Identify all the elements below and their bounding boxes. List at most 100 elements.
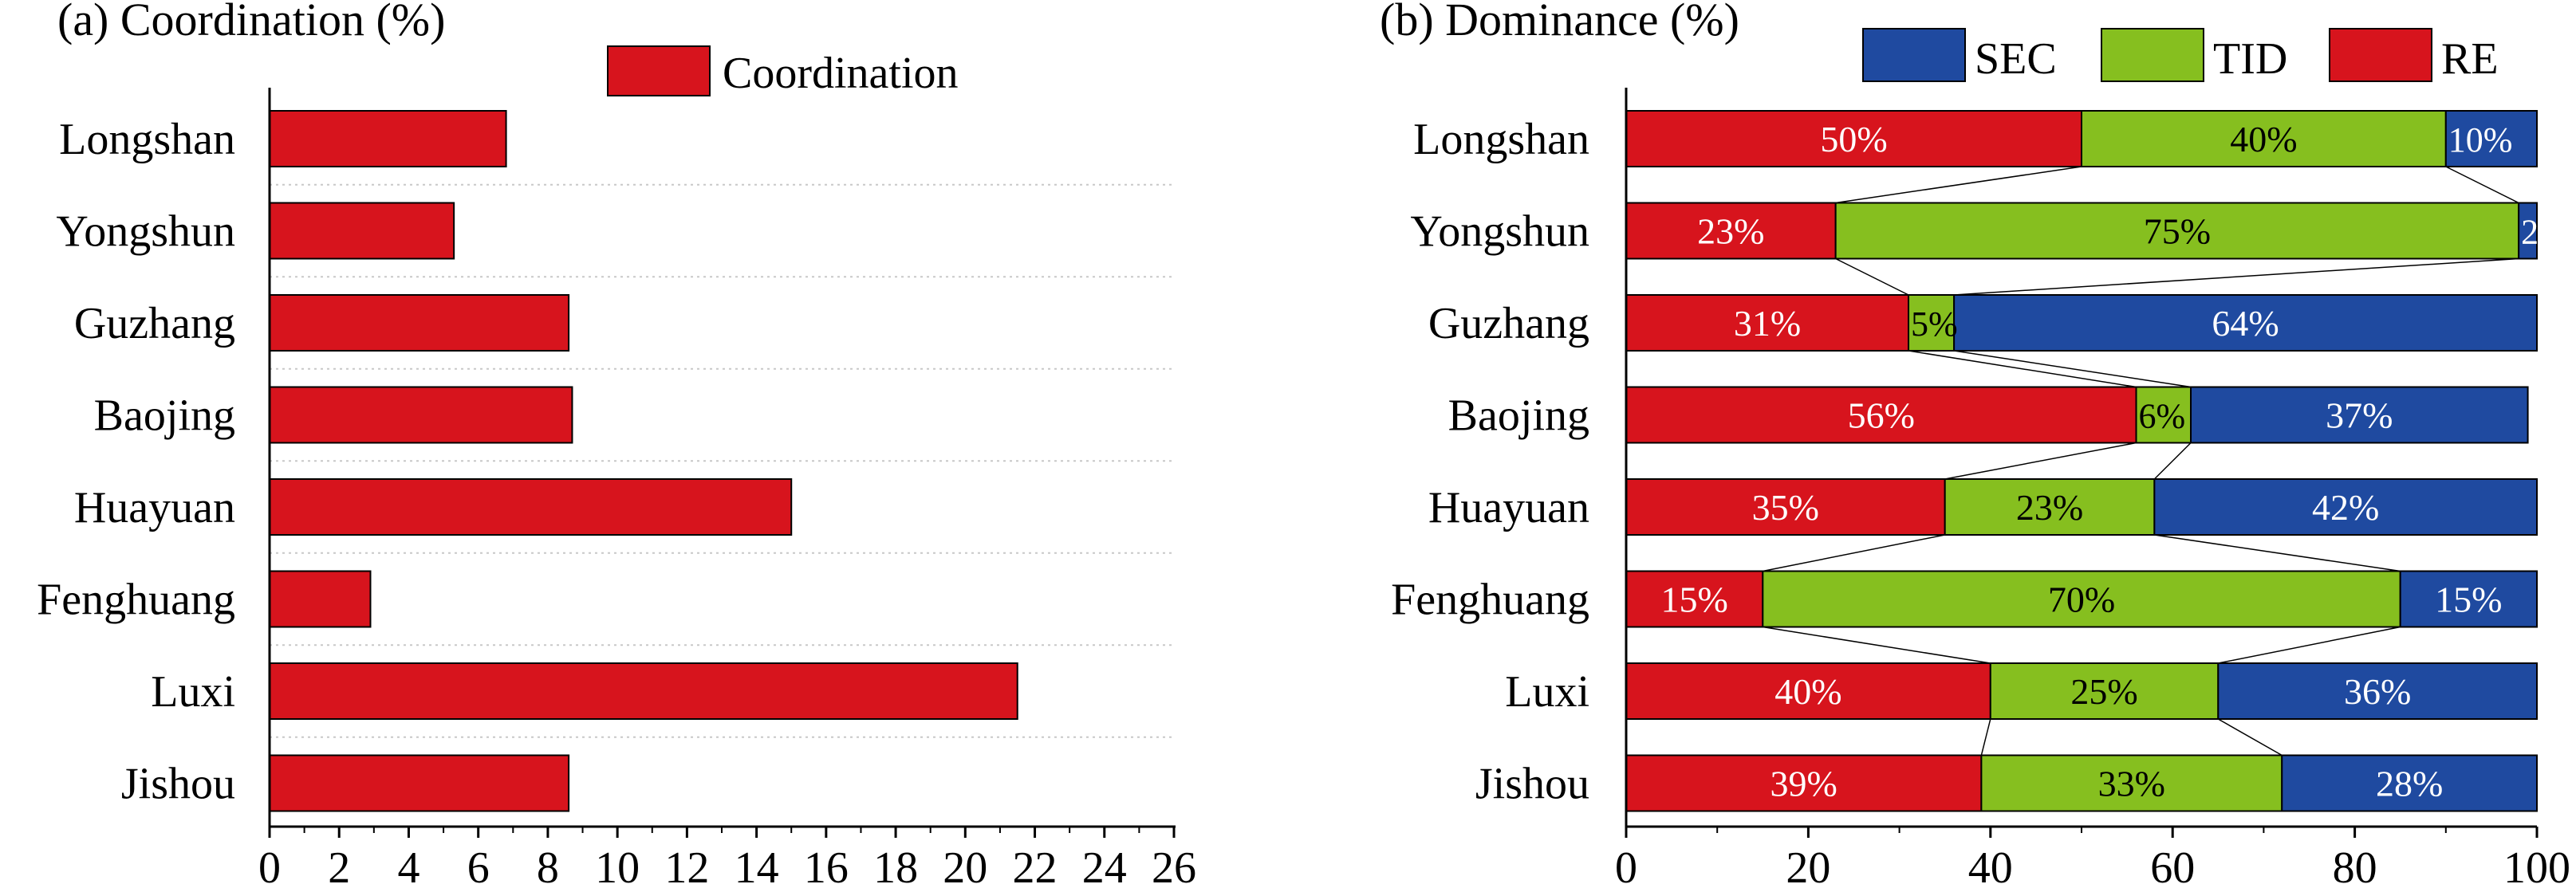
x-tick-label: 26 — [1152, 843, 1196, 888]
x-tick-label: 0 — [1615, 843, 1637, 888]
category-label-yongshun: Yongshun — [56, 207, 235, 257]
bar-tid-fenghuang — [1762, 570, 2401, 628]
data-label-re-fenghuang: 15% — [1660, 580, 1727, 620]
x-tick-label: 100 — [2503, 843, 2570, 888]
x-tick-label: 2 — [328, 843, 350, 888]
data-label-sec-luxi: 36% — [2344, 671, 2411, 712]
bar-tid-baojing — [2135, 386, 2192, 444]
panel-a-title: (a) Coordination (%) — [57, 0, 445, 45]
bars-dominance: 50% 40% 10% 23% 75% 2% 31% 5% 64% 56% 6% 37% 35% 23% 4… — [1625, 110, 2568, 812]
connector-tid-sec — [2217, 718, 2283, 756]
category-label-jishou: Jishou — [1475, 760, 1589, 809]
bar-re-guzhang — [1625, 294, 1910, 352]
connector-tid-sec — [2154, 534, 2401, 572]
bar-re-longshan — [1625, 110, 2082, 167]
legend-swatch-sec — [1862, 28, 1966, 82]
connector-tid-sec — [2445, 166, 2519, 204]
bar-yongshun — [269, 202, 455, 260]
data-label-sec-jishou: 28% — [2376, 764, 2443, 804]
legend-label-re: RE — [2441, 34, 2499, 84]
connector-re-tid — [1763, 534, 1945, 572]
bar-re-fenghuang — [1625, 570, 1764, 628]
data-label-tid-baojing: 6% — [2139, 397, 2186, 436]
data-label-tid-fenghuang: 70% — [2048, 580, 2115, 620]
category-label-jishou: Jishou — [121, 760, 235, 809]
connector-re-tid — [1835, 257, 1909, 296]
category-label-huayuan: Huayuan — [1428, 483, 1589, 532]
panel-coordination: (a) Coordination (%) Coordination Longsh… — [37, 0, 1196, 888]
data-label-sec-yongshun: 2% — [2521, 213, 2568, 252]
connector-tid-sec — [2218, 626, 2401, 664]
bar-luxi — [269, 662, 1018, 720]
category-label-baojing: Baojing — [1448, 391, 1589, 441]
data-label-tid-yongshun: 75% — [2144, 211, 2211, 252]
data-label-sec-huayuan: 42% — [2312, 487, 2379, 528]
data-label-tid-luxi: 25% — [2070, 671, 2137, 712]
bar-longshan — [269, 110, 507, 167]
bar-tid-huayuan — [1944, 478, 2156, 536]
bar-huayuan — [269, 478, 793, 536]
bar-sec-fenghuang — [2399, 570, 2538, 628]
bar-sec-luxi — [2217, 662, 2539, 720]
bar-tid-jishou — [1980, 754, 2283, 812]
data-labels: 50% 40% 10% 23% 75% 2% 31% 5% 64% 56% 6% 37% 35% 23% 4… — [1660, 119, 2568, 804]
data-label-re-yongshun: 23% — [1697, 211, 1764, 252]
x-tick-label: 8 — [537, 843, 559, 888]
bar-sec-huayuan — [2153, 478, 2539, 536]
x-tick-label: 20 — [943, 843, 987, 888]
legend-swatch-re — [2329, 28, 2432, 82]
bar-re-baojing — [1625, 386, 2137, 444]
panel-b-title: (b) Dominance (%) — [1380, 0, 1739, 45]
x-tick-label: 14 — [735, 843, 779, 888]
data-label-sec-fenghuang: 15% — [2435, 580, 2502, 620]
panel-dominance: (b) Dominance (%) SEC TID RE 50% 40% 10% 23% 7… — [1380, 0, 2570, 888]
data-label-re-huayuan: 35% — [1752, 487, 1819, 528]
data-label-re-longshan: 50% — [1820, 119, 1887, 159]
legend-dominance: SEC TID RE — [1862, 28, 2499, 84]
category-label-huayuan: Huayuan — [74, 483, 235, 532]
x-tick-label: 22 — [1013, 843, 1058, 888]
legend-swatch-tid — [2101, 28, 2204, 82]
bar-tid-yongshun — [1834, 202, 2520, 260]
category-label-longshan: Longshan — [1413, 115, 1589, 164]
data-label-sec-baojing: 37% — [2326, 395, 2393, 436]
legend-label-sec: SEC — [1975, 34, 2057, 84]
x-tick-label: 0 — [258, 843, 281, 888]
x-tick-label: 6 — [467, 843, 490, 888]
x-tick-label: 24 — [1082, 843, 1127, 888]
x-tick-label: 20 — [1786, 843, 1830, 888]
x-tick-label: 40 — [1968, 843, 2013, 888]
bar-sec-guzhang — [1953, 294, 2539, 352]
bar-tid-longshan — [2081, 110, 2447, 167]
x-axis-b: 0 20 40 60 80 100 — [1615, 88, 2570, 888]
category-label-yongshun: Yongshun — [1410, 207, 1589, 257]
data-label-sec-guzhang: 64% — [2212, 303, 2279, 344]
category-label-guzhang: Guzhang — [74, 299, 235, 348]
bar-tid-luxi — [1989, 662, 2220, 720]
legend-label-tid: TID — [2213, 34, 2287, 84]
bar-re-huayuan — [1625, 478, 1946, 536]
x-axis-a: 0 2 4 6 8 10 12 14 16 18 20 22 24 26 — [258, 88, 1196, 888]
category-label-fenghuang: Fenghuang — [37, 576, 235, 625]
bar-guzhang — [269, 294, 570, 352]
x-tick-label: 12 — [664, 843, 709, 888]
x-tick-label: 4 — [397, 843, 419, 888]
bar-sec-longshan — [2444, 110, 2539, 167]
data-label-tid-longshan: 40% — [2230, 119, 2297, 159]
bar-re-jishou — [1625, 754, 1983, 812]
connector-tid-sec — [1954, 257, 2519, 296]
data-label-re-guzhang: 31% — [1734, 303, 1801, 344]
data-label-sec-longshan: 10% — [2448, 120, 2513, 159]
category-label-fenghuang: Fenghuang — [1391, 576, 1589, 625]
bar-tid-guzhang — [1908, 294, 1956, 352]
x-tick-label: 16 — [804, 843, 849, 888]
connector-re-tid — [1944, 442, 2137, 480]
bars-coordination — [269, 110, 1018, 812]
connector-tid-sec — [1954, 350, 2192, 388]
category-labels-b: Longshan Yongshun Guzhang Baojing Huayuan Fen… — [1391, 115, 1589, 809]
x-tick-label: 80 — [2333, 843, 2377, 888]
grid-separators-a — [270, 183, 1174, 738]
bar-jishou — [269, 754, 570, 812]
data-label-tid-huayuan: 23% — [2016, 487, 2083, 528]
